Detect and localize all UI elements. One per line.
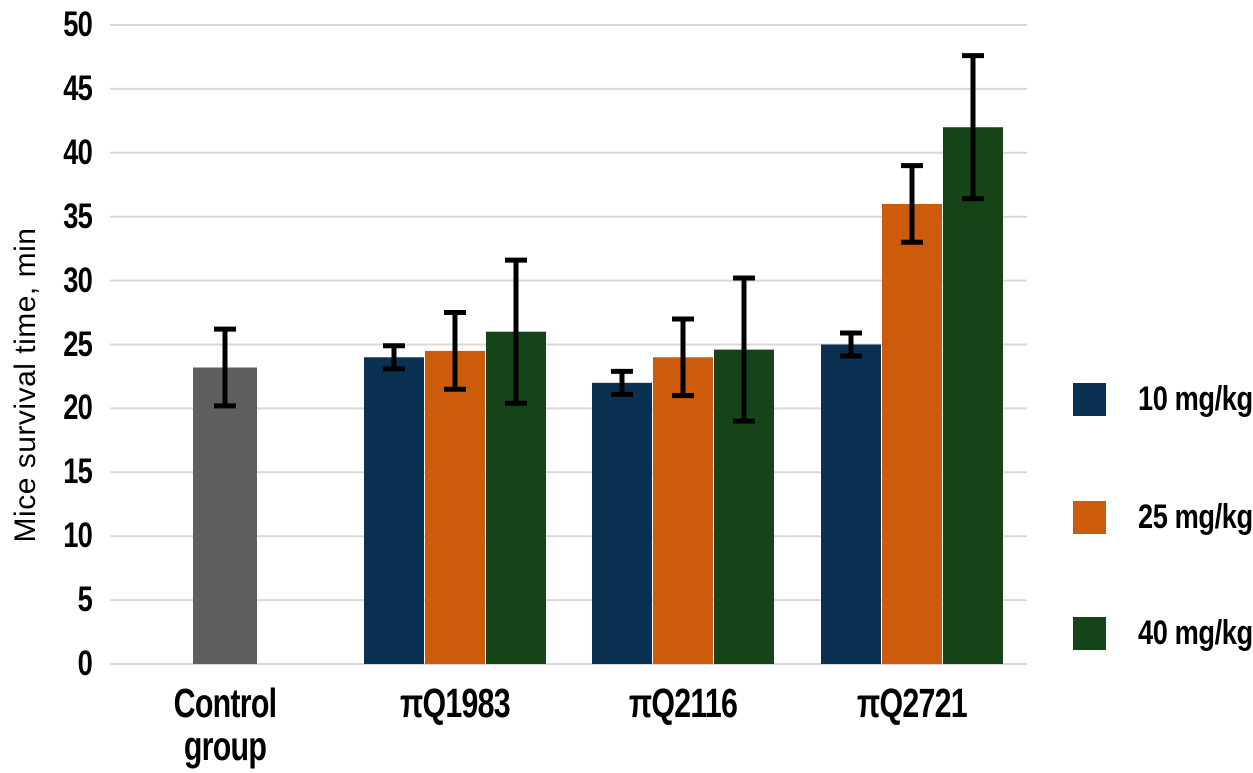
legend-label-40-mg-kg: 40 mg/kg: [1138, 614, 1253, 652]
bar-q1983-10-mg-kg: [364, 357, 424, 664]
y-tick-label-30: 30: [63, 260, 93, 300]
bar-control-group-control: [193, 367, 257, 664]
bar-q2721-25-mg-kg: [882, 203, 942, 665]
y-tick-label-25: 25: [63, 324, 93, 364]
error-bar-q2721-10-mg-kg: [840, 330, 862, 359]
category-label-q2721: πQ2721: [857, 680, 968, 726]
y-tick-label-40: 40: [63, 132, 93, 172]
bar-q2116-10-mg-kg: [592, 382, 652, 664]
category-label-q2116: πQ2116: [628, 680, 738, 726]
category-label-control-group: Control group: [173, 680, 277, 769]
y-tick-label-10: 10: [63, 516, 93, 556]
error-bar-q1983-25-mg-kg: [444, 310, 466, 392]
legend-label-25-mg-kg: 25 mg/kg: [1138, 498, 1253, 536]
error-bar-q2116-10-mg-kg: [611, 368, 633, 397]
bar-q2721-40-mg-kg: [943, 127, 1003, 665]
error-bar-q1983-40-mg-kg: [505, 257, 527, 406]
y-tick-label-5: 5: [77, 580, 93, 620]
error-bar-q2116-25-mg-kg: [672, 316, 694, 399]
y-tick-label-45: 45: [63, 68, 93, 108]
legend-swatch-10-mg-kg: [1073, 383, 1106, 416]
error-bar-q1983-10-mg-kg: [383, 343, 405, 372]
y-tick-label-0: 0: [77, 644, 93, 683]
legend-swatch-25-mg-kg: [1073, 501, 1106, 534]
legend-label-10-mg-kg: 10 mg/kg: [1138, 380, 1253, 418]
bar-q2116-25-mg-kg: [653, 357, 713, 664]
error-bar-q2721-40-mg-kg: [962, 53, 984, 202]
category-label-q1983: πQ1983: [400, 680, 511, 726]
bar-q1983-25-mg-kg: [425, 350, 485, 664]
error-bar-control-group-control: [214, 326, 236, 409]
error-bar-q2116-40-mg-kg: [733, 275, 755, 424]
legend-swatch-40-mg-kg: [1073, 617, 1106, 650]
y-tick-label-50: 50: [63, 5, 93, 44]
y-tick-label-20: 20: [63, 388, 93, 428]
bar-q2721-10-mg-kg: [821, 344, 881, 664]
y-tick-label-15: 15: [63, 452, 93, 492]
y-tick-label-35: 35: [63, 196, 93, 236]
error-bar-q2721-25-mg-kg: [901, 163, 923, 245]
